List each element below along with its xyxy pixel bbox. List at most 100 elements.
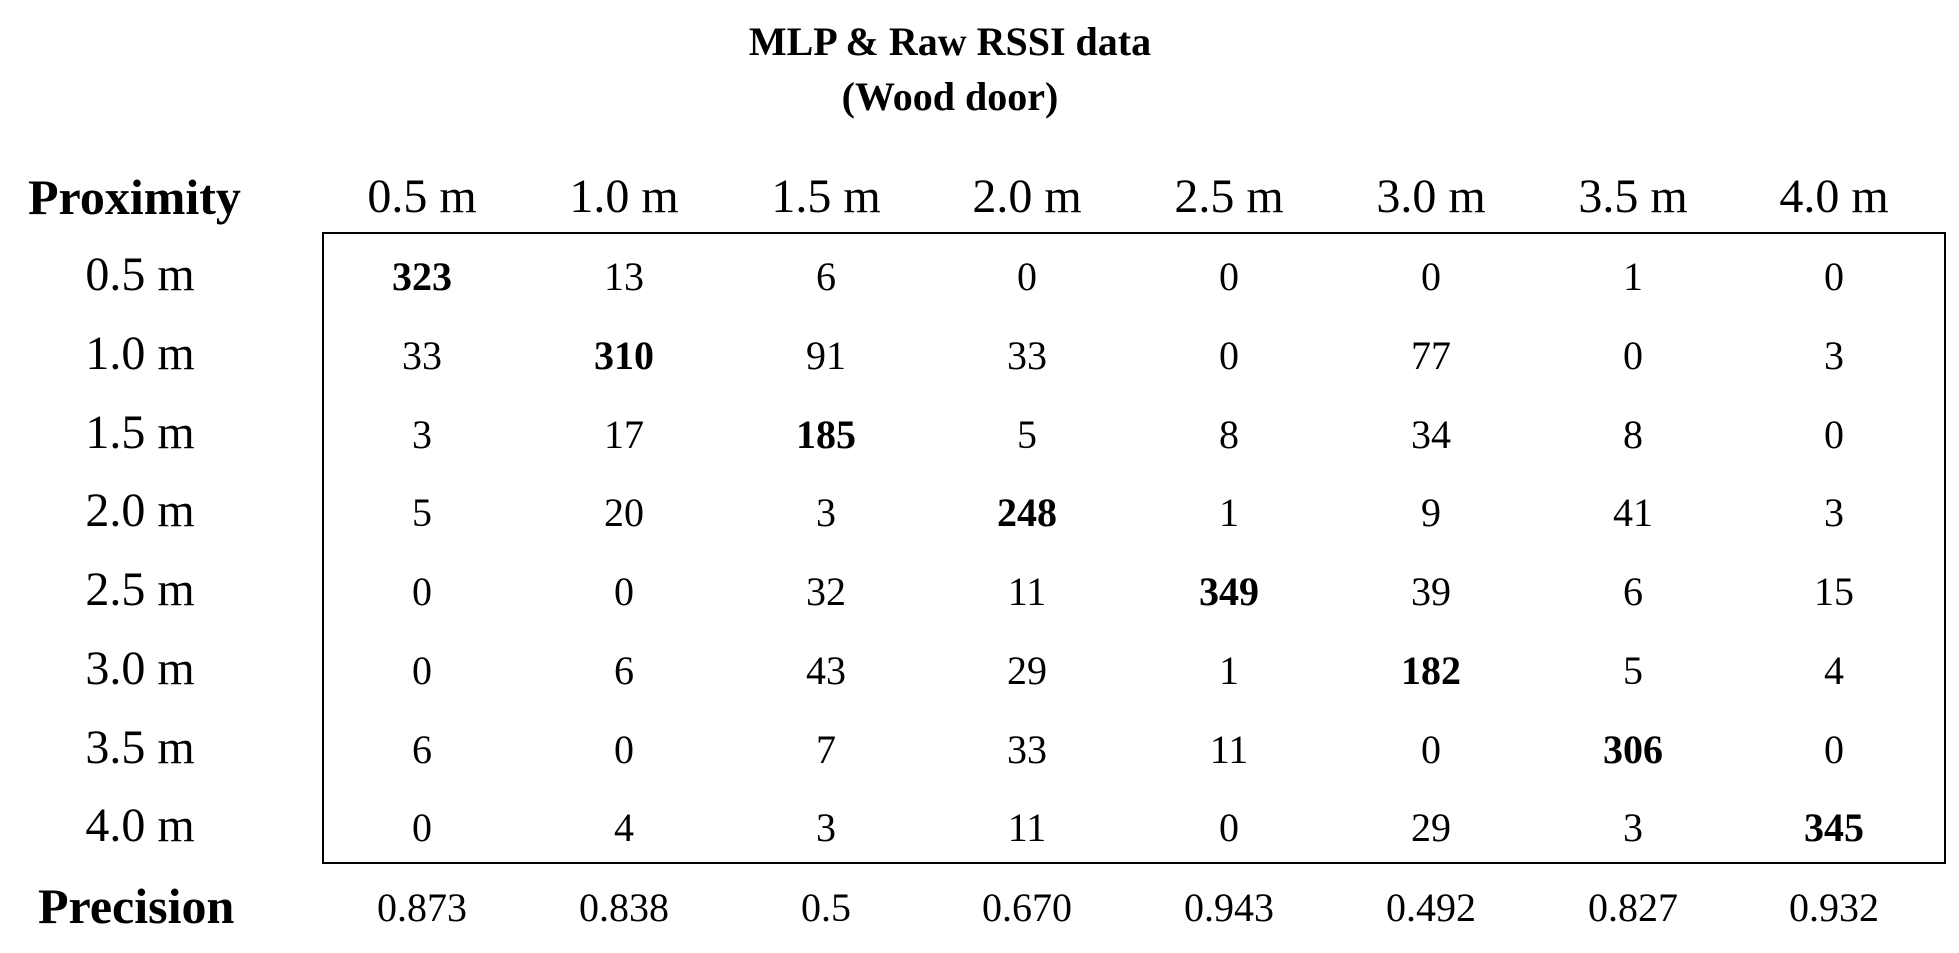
matrix-cell: 15 (1814, 569, 1854, 614)
matrix-cell: 185 (796, 412, 856, 457)
matrix-cell: 11 (1008, 805, 1047, 850)
matrix-cell: 0 (412, 569, 432, 614)
matrix-cell: 17 (604, 412, 644, 457)
matrix-cell: 8 (1623, 412, 1643, 457)
matrix-cell: 0 (412, 805, 432, 850)
matrix-row: 0.5 m 323 13 6 0 0 0 1 0 (85, 248, 1844, 301)
matrix-cell: 39 (1411, 569, 1451, 614)
precision-value: 0.492 (1386, 885, 1476, 930)
row-label: 4.0 m (85, 799, 194, 852)
precision-row: 0.873 0.838 0.5 0.670 0.943 0.492 0.827 0.932 (377, 885, 1879, 930)
matrix-cell: 1 (1219, 648, 1239, 693)
matrix-cell: 7 (816, 727, 836, 772)
matrix-cell: 0 (412, 648, 432, 693)
matrix-cell: 3 (1824, 333, 1844, 378)
matrix-cell: 5 (412, 490, 432, 535)
matrix-cell: 41 (1613, 490, 1653, 535)
row-label: 2.5 m (85, 563, 194, 616)
chart-title: MLP & Raw RSSI data (749, 19, 1151, 64)
precision-value: 0.932 (1789, 885, 1879, 930)
matrix-cell: 8 (1219, 412, 1239, 457)
matrix-cell: 6 (614, 648, 634, 693)
matrix-cell: 29 (1411, 805, 1451, 850)
matrix-cell: 20 (604, 490, 644, 535)
matrix-cell: 0 (1824, 254, 1844, 299)
matrix-cell: 0 (1219, 805, 1239, 850)
matrix-cell: 345 (1804, 805, 1864, 850)
matrix-row: 3.0 m 0 6 43 29 1 182 5 4 (85, 642, 1844, 695)
matrix-cell: 11 (1210, 727, 1249, 772)
column-label: 1.5 m (771, 170, 880, 223)
matrix-cell: 248 (997, 490, 1057, 535)
precision-header: Precision (38, 878, 234, 934)
matrix-cell: 0 (614, 727, 634, 772)
row-label: 1.5 m (85, 406, 194, 459)
matrix-cell: 43 (806, 648, 846, 693)
matrix-cell: 0 (1421, 727, 1441, 772)
precision-value: 0.873 (377, 885, 467, 930)
matrix-cell: 0 (1421, 254, 1441, 299)
column-labels: 0.5 m 1.0 m 1.5 m 2.0 m 2.5 m 3.0 m 3.5 m 4.0 m (367, 170, 1888, 223)
matrix-cell: 6 (1623, 569, 1643, 614)
matrix-cell: 29 (1007, 648, 1047, 693)
precision-value: 0.670 (982, 885, 1072, 930)
matrix-cell: 4 (1824, 648, 1844, 693)
column-label: 2.0 m (972, 170, 1081, 223)
matrix-row: 3.5 m 6 0 7 33 11 0 306 0 (85, 721, 1844, 774)
row-label: 1.0 m (85, 327, 194, 380)
matrix-cell: 9 (1421, 490, 1441, 535)
column-label: 4.0 m (1779, 170, 1888, 223)
column-label: 3.0 m (1376, 170, 1485, 223)
matrix-cell: 3 (816, 805, 836, 850)
matrix-cell: 11 (1008, 569, 1047, 614)
matrix-row: 1.5 m 3 17 185 5 8 34 8 0 (85, 406, 1844, 459)
matrix-cell: 33 (1007, 727, 1047, 772)
matrix-cell: 0 (1219, 333, 1239, 378)
row-label: 2.0 m (85, 484, 194, 537)
column-label: 0.5 m (367, 170, 476, 223)
matrix-cell: 3 (1824, 490, 1844, 535)
matrix-cell: 91 (806, 333, 846, 378)
matrix-cell: 33 (1007, 333, 1047, 378)
row-label: 3.0 m (85, 642, 194, 695)
matrix-cell: 5 (1017, 412, 1037, 457)
chart-subtitle: (Wood door) (842, 74, 1059, 119)
matrix-border (322, 232, 1946, 864)
matrix-cell: 310 (594, 333, 654, 378)
row-label: 0.5 m (85, 248, 194, 301)
matrix-cell: 33 (402, 333, 442, 378)
matrix-cell: 0 (614, 569, 634, 614)
matrix-cell: 0 (1824, 727, 1844, 772)
matrix-cell: 3 (1623, 805, 1643, 850)
matrix-row: 1.0 m 33 310 91 33 0 77 0 3 (85, 327, 1844, 380)
matrix-rows: 0.5 m 323 13 6 0 0 0 1 01.0 m 33 310 91 33 0 77 0 31.5 m… (85, 248, 1864, 852)
matrix-cell: 349 (1199, 569, 1259, 614)
matrix-cell: 0 (1219, 254, 1239, 299)
matrix-cell: 1 (1623, 254, 1643, 299)
matrix-cell: 306 (1603, 727, 1663, 772)
precision-value: 0.827 (1588, 885, 1678, 930)
matrix-cell: 32 (806, 569, 846, 614)
matrix-cell: 323 (392, 254, 452, 299)
matrix-cell: 4 (614, 805, 634, 850)
matrix-cell: 3 (412, 412, 432, 457)
matrix-row: 2.5 m 0 0 32 11 349 39 6 15 (85, 563, 1854, 616)
column-label: 3.5 m (1578, 170, 1687, 223)
matrix-cell: 5 (1623, 648, 1643, 693)
matrix-row: 2.0 m 5 20 3 248 1 9 41 3 (85, 484, 1844, 537)
column-label: 1.0 m (569, 170, 678, 223)
precision-value: 0.5 (801, 885, 851, 930)
precision-value: 0.838 (579, 885, 669, 930)
row-label: 3.5 m (85, 721, 194, 774)
matrix-cell: 182 (1401, 648, 1461, 693)
matrix-cell: 3 (816, 490, 836, 535)
matrix-cell: 0 (1623, 333, 1643, 378)
matrix-cell: 6 (412, 727, 432, 772)
matrix-cell: 1 (1219, 490, 1239, 535)
matrix-cell: 0 (1017, 254, 1037, 299)
column-label: 2.5 m (1174, 170, 1283, 223)
matrix-cell: 0 (1824, 412, 1844, 457)
matrix-cell: 77 (1411, 333, 1451, 378)
precision-value: 0.943 (1184, 885, 1274, 930)
